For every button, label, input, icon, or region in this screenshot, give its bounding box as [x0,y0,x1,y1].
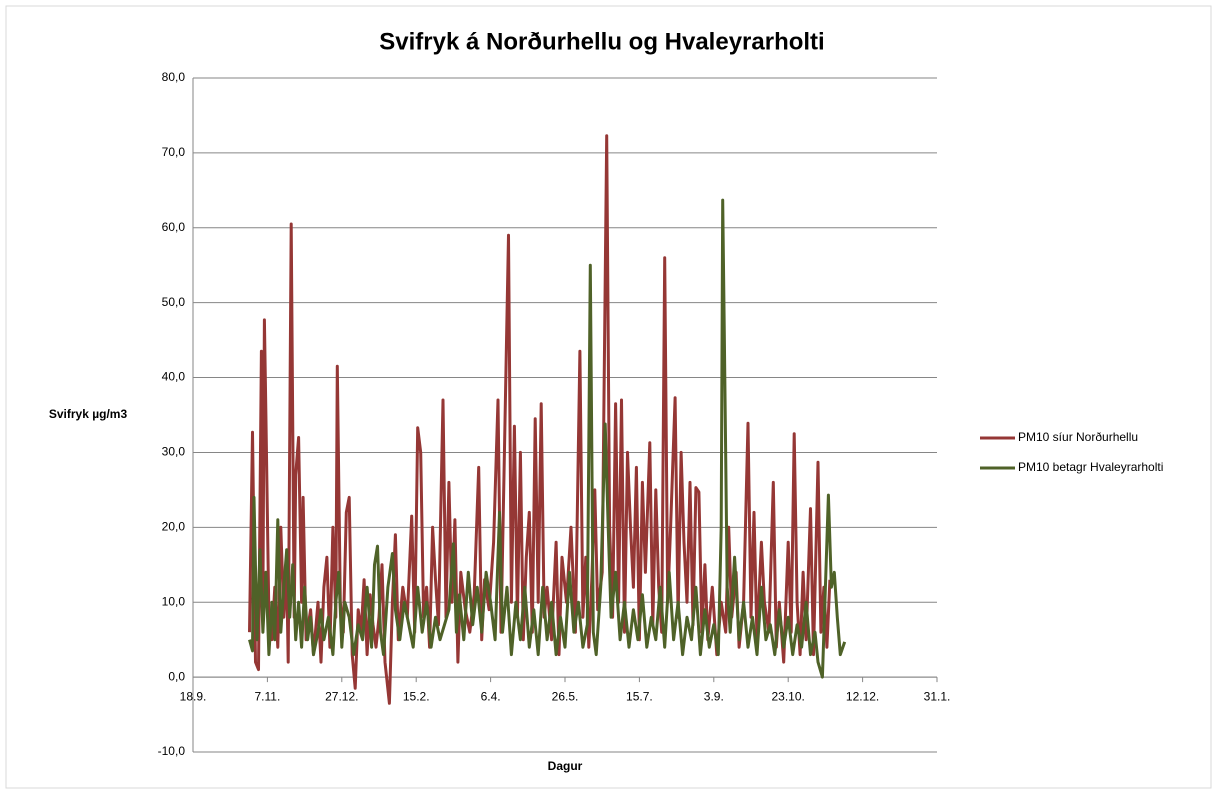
y-tick-label: -10,0 [158,744,186,758]
y-tick-label: 30,0 [162,445,186,459]
y-tick-label: 60,0 [162,220,186,234]
x-tick-label: 12.12. [846,689,879,703]
x-axis-label: Dagur [548,759,583,773]
legend-label: PM10 betagr Hvaleyrarholti [1018,460,1163,474]
x-tick-label: 31.1. [924,689,951,703]
series-line [248,198,847,679]
x-tick-label: 7.11. [254,689,280,703]
y-tick-label: 40,0 [162,370,186,384]
x-tick-label: 18.9. [180,689,207,703]
legend-label: PM10 síur Norðurhellu [1018,430,1138,444]
x-tick-label: 23.10. [772,689,805,703]
y-tick-label: 10,0 [162,594,186,608]
y-tick-label: 0,0 [168,669,185,683]
y-tick-label: 50,0 [162,295,186,309]
y-tick-label: 80,0 [162,70,186,84]
x-tick-label: 26.5. [552,689,579,703]
y-axis-label: Svifryk µg/m3 [49,407,128,421]
x-tick-label: 15.2. [403,689,430,703]
y-tick-label: 70,0 [162,145,186,159]
y-tick-label: 20,0 [162,520,186,534]
x-tick-label: 15.7. [626,689,653,703]
x-tick-label: 6.4. [481,689,501,703]
x-tick-label: 27.12. [325,689,358,703]
chart-title: Svifryk á Norðurhellu og Hvaleyrarholti [379,28,824,55]
series-line [248,134,832,705]
x-tick-label: 3.9. [704,689,724,703]
